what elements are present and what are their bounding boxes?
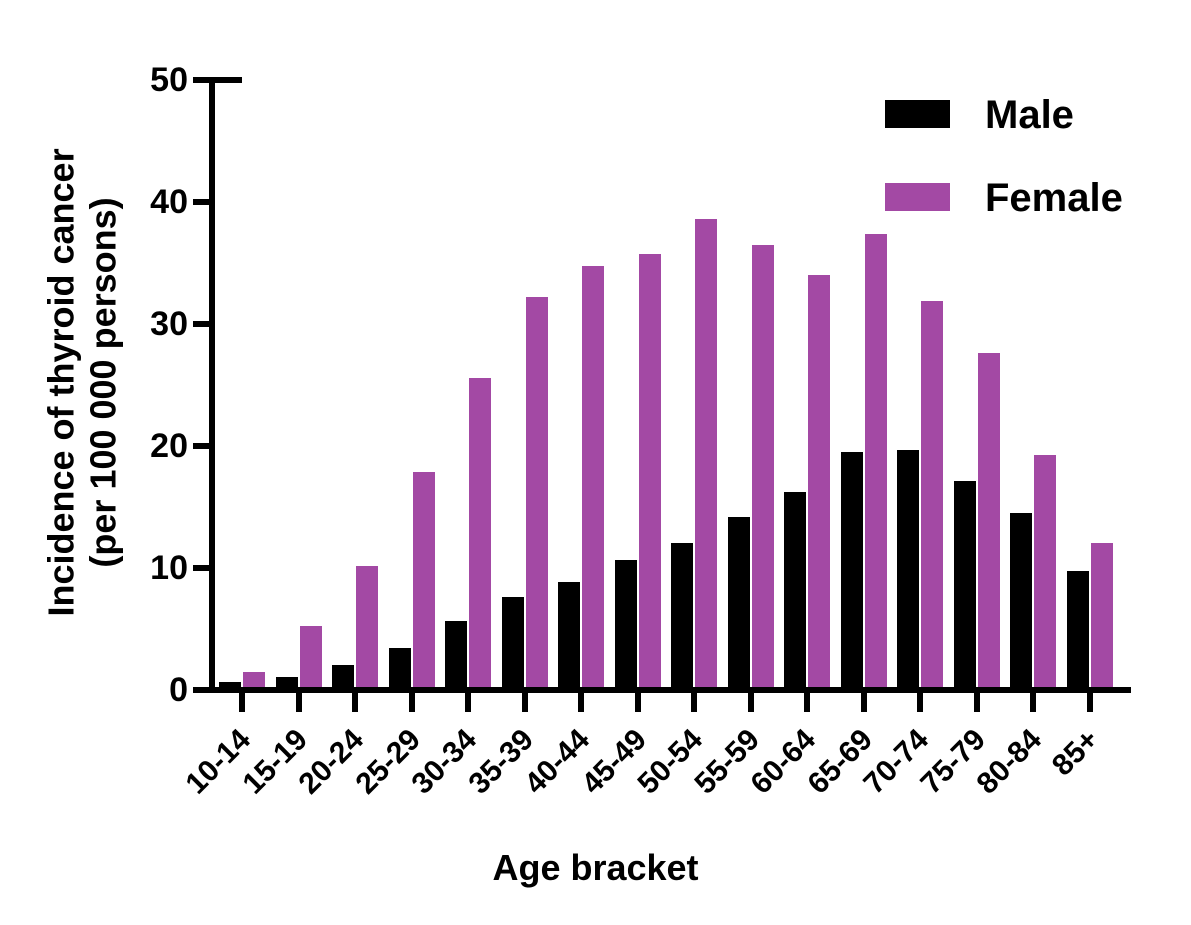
x-axis-tick xyxy=(521,687,528,712)
x-axis-tick xyxy=(860,687,867,712)
y-axis-tick xyxy=(193,565,210,571)
bar-male-80-84 xyxy=(1010,513,1032,687)
y-tick-label: 10 xyxy=(150,549,188,587)
bar-female-60-64 xyxy=(808,275,830,687)
legend-swatch-male xyxy=(885,100,950,128)
bar-female-20-24 xyxy=(356,566,378,687)
y-axis-top-cap xyxy=(212,77,242,83)
bar-female-75-79 xyxy=(977,353,1000,687)
x-tick-label: 10-14 xyxy=(179,722,258,801)
y-axis-line xyxy=(209,77,215,693)
x-axis-tick xyxy=(691,687,697,712)
bar-female-55-59 xyxy=(751,245,774,687)
bar-male-40-44 xyxy=(558,582,580,687)
y-axis-tick xyxy=(193,321,210,327)
x-axis-tick xyxy=(408,687,415,712)
bar-female-40-44 xyxy=(582,266,604,687)
x-tick-label: 55-59 xyxy=(688,722,766,801)
x-axis-tick xyxy=(465,687,471,712)
x-axis-tick xyxy=(239,687,245,712)
bar-female-30-34 xyxy=(469,378,491,687)
bar-female-65-69 xyxy=(864,234,887,687)
x-tick-label: 30-34 xyxy=(405,722,484,801)
bar-male-65-69 xyxy=(840,452,863,687)
bar-female-25-29 xyxy=(412,472,435,687)
x-axis-title: Age bracket xyxy=(492,847,699,888)
bar-female-85+ xyxy=(1090,543,1113,687)
bar-female-10-14 xyxy=(243,672,265,687)
bar-male-55-59 xyxy=(727,517,750,687)
y-tick-label: 30 xyxy=(150,305,188,343)
y-axis-tick xyxy=(193,199,210,205)
x-axis-tick xyxy=(804,687,810,712)
x-axis-tick xyxy=(973,687,980,712)
x-tick-label: 20-24 xyxy=(292,722,371,801)
x-axis-tick xyxy=(1030,687,1036,712)
bar-male-35-39 xyxy=(501,597,524,687)
bar-male-20-24 xyxy=(332,665,354,687)
x-tick-label: 50-54 xyxy=(631,722,710,801)
bar-male-75-79 xyxy=(953,481,976,687)
x-axis-tick xyxy=(634,687,641,712)
bar-male-45-49 xyxy=(614,560,637,687)
x-tick-label: 85+ xyxy=(1045,722,1105,783)
y-axis-tick xyxy=(193,687,210,693)
y-tick-label: 50 xyxy=(150,61,188,99)
y-axis-tick xyxy=(193,77,210,83)
bar-female-80-84 xyxy=(1034,455,1056,687)
y-tick-label: 40 xyxy=(150,183,188,221)
bar-male-15-19 xyxy=(275,677,298,687)
x-axis-tick xyxy=(917,687,923,712)
x-axis-tick xyxy=(578,687,584,712)
bar-female-70-74 xyxy=(921,301,943,687)
y-axis-tick xyxy=(193,443,210,449)
x-tick-label: 70-74 xyxy=(857,722,936,801)
bar-female-15-19 xyxy=(299,626,322,687)
bar-female-50-54 xyxy=(695,219,717,687)
x-axis-tick xyxy=(352,687,358,712)
x-tick-label: 60-64 xyxy=(744,722,823,801)
x-tick-label: 40-44 xyxy=(518,722,597,801)
x-tick-label: 25-29 xyxy=(349,722,427,801)
bar-female-45-49 xyxy=(638,254,661,687)
bar-male-30-34 xyxy=(445,621,467,687)
y-tick-label: 20 xyxy=(150,427,188,465)
bar-male-50-54 xyxy=(671,543,693,687)
bar-male-85+ xyxy=(1066,571,1089,687)
x-axis-tick xyxy=(295,687,302,712)
x-tick-label: 80-84 xyxy=(970,722,1049,801)
y-tick-label: 0 xyxy=(169,671,188,709)
legend-label-male: Male xyxy=(985,93,1074,137)
x-tick-label: 75-79 xyxy=(914,722,992,801)
bar-male-70-74 xyxy=(897,450,919,687)
bar-male-25-29 xyxy=(388,648,411,687)
x-axis-tick xyxy=(1086,687,1093,712)
x-axis-line xyxy=(209,687,1131,693)
x-tick-label: 35-39 xyxy=(462,722,540,801)
x-tick-label: 65-69 xyxy=(801,722,879,801)
legend-swatch-female xyxy=(885,183,950,211)
legend-label-female: Female xyxy=(985,176,1123,220)
y-axis-title-line-1: Incidence of thyroid cancer xyxy=(40,148,82,617)
bar-female-35-39 xyxy=(525,297,548,687)
x-tick-label: 15-19 xyxy=(236,722,314,801)
x-tick-label: 45-49 xyxy=(575,722,653,801)
x-axis-tick xyxy=(747,687,754,712)
bar-male-10-14 xyxy=(219,682,241,687)
bar-male-60-64 xyxy=(784,492,806,687)
